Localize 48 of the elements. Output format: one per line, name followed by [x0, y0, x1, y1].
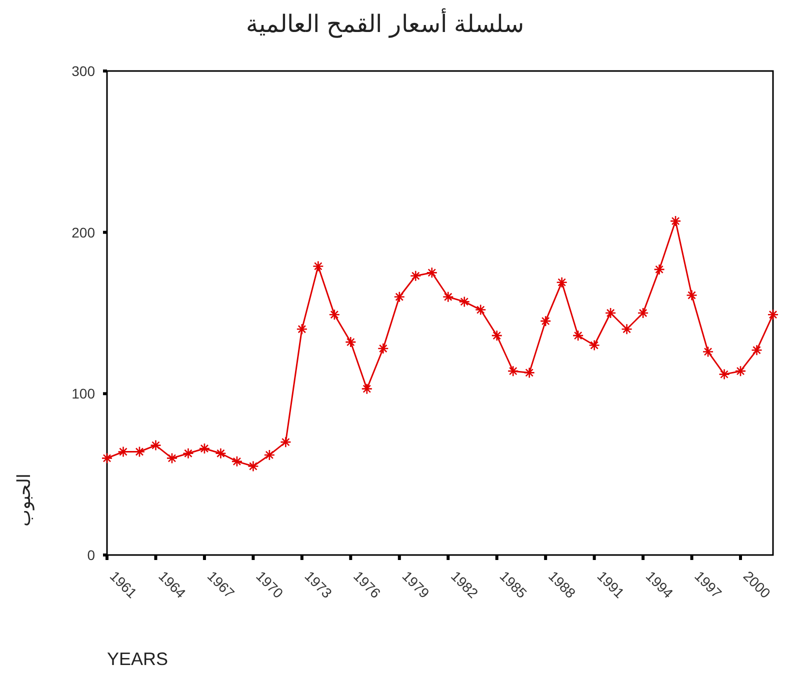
chart-title: سلسلة أسعار القمح العالمية [246, 7, 524, 38]
point [507, 365, 519, 377]
y-tick-label: 100 [72, 386, 96, 402]
point [751, 344, 762, 356]
point [524, 367, 535, 378]
point [101, 452, 113, 464]
point [572, 330, 584, 342]
point [166, 452, 178, 464]
point [604, 307, 616, 319]
point [702, 346, 714, 358]
point [248, 460, 259, 472]
point [637, 307, 649, 319]
point [377, 342, 389, 354]
point [556, 276, 568, 288]
point [540, 315, 552, 327]
point [410, 270, 422, 282]
y-axis-title: الحبوب [14, 474, 35, 526]
point [718, 368, 730, 380]
point [150, 440, 162, 451]
x-axis-title: YEARS [107, 649, 168, 669]
point [767, 308, 779, 320]
point [670, 215, 682, 227]
point [280, 436, 292, 448]
y-tick-label: 300 [72, 63, 96, 79]
point [491, 330, 503, 342]
y-tick-label: 200 [72, 224, 96, 240]
point [621, 323, 632, 335]
point [686, 290, 698, 301]
point [458, 296, 470, 308]
point [296, 323, 308, 335]
point [442, 291, 454, 303]
point [426, 267, 438, 278]
point [654, 264, 665, 276]
point [734, 365, 746, 377]
y-tick-label: 0 [87, 547, 96, 563]
point [198, 442, 210, 454]
point [361, 383, 373, 394]
point [394, 291, 406, 303]
point [118, 446, 129, 458]
point [264, 449, 276, 461]
point [345, 336, 356, 348]
point [312, 260, 324, 272]
point [474, 304, 486, 316]
point [231, 456, 243, 468]
point [588, 340, 600, 351]
point [182, 448, 194, 460]
point [328, 308, 340, 320]
point [215, 448, 226, 460]
